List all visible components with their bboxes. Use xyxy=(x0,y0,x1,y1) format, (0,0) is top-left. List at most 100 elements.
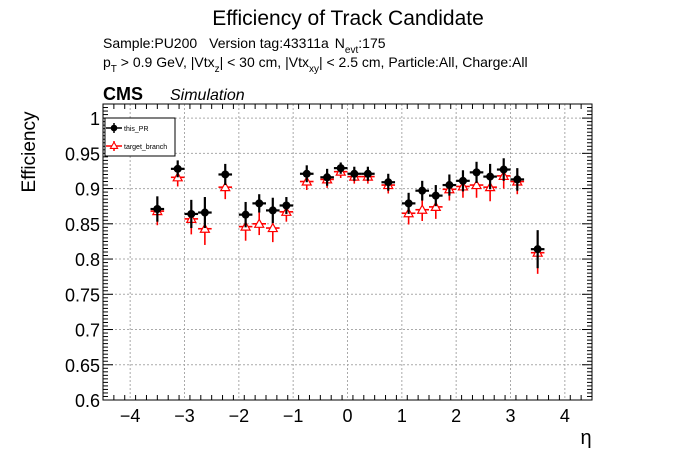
cms-label: CMS xyxy=(103,84,143,104)
point-marker xyxy=(199,223,211,233)
point-marker xyxy=(221,170,230,179)
data-point xyxy=(333,162,348,174)
point-marker xyxy=(153,205,162,214)
cuts-info-line: pT > 0.9 GeV, |Vtxz| < 30 cm, |Vtxxy| < … xyxy=(103,54,528,75)
pt-subscript: T xyxy=(111,64,117,75)
legend: this_PR target_branch xyxy=(104,117,176,157)
x-tick-label: 3 xyxy=(505,406,515,426)
data-point xyxy=(299,165,314,183)
point-marker xyxy=(253,218,265,228)
legend-label-target-branch: target_branch xyxy=(124,144,167,151)
data-point xyxy=(218,163,233,186)
point-marker xyxy=(471,179,483,190)
legend-marker-target-branch xyxy=(106,141,122,151)
data-point xyxy=(530,230,545,269)
point-marker xyxy=(219,181,231,192)
data-point xyxy=(429,185,443,207)
legend-label-this-pr: this_PR xyxy=(124,126,149,133)
data-point xyxy=(238,201,253,228)
cut-pt: > 0.9 GeV, |Vtx xyxy=(117,54,215,70)
y-tick-label: 0.75 xyxy=(65,285,100,305)
data-point xyxy=(184,199,199,229)
point-marker xyxy=(416,203,428,214)
point-marker xyxy=(486,172,495,181)
x-tick-label: −4 xyxy=(120,406,141,426)
y-tick-label: 0.8 xyxy=(75,250,100,270)
y-tick-label: 0.85 xyxy=(65,215,100,235)
data-point xyxy=(496,158,511,181)
cut-vtxxy: | < 2.5 cm, Particle:All, Charge:All xyxy=(319,54,528,70)
point-marker xyxy=(384,178,393,187)
data-marks xyxy=(150,158,545,274)
data-point xyxy=(279,197,294,214)
point-marker xyxy=(418,186,427,195)
point-marker xyxy=(513,175,522,184)
data-point xyxy=(401,192,416,214)
point-marker xyxy=(431,191,440,200)
y-axis-label: Efficiency xyxy=(19,111,40,192)
point-marker xyxy=(173,164,182,173)
data-point xyxy=(429,194,443,219)
data-point xyxy=(456,170,470,192)
legend-box xyxy=(104,117,176,157)
data-point xyxy=(266,197,280,224)
y-tick-label: 1 xyxy=(90,109,100,129)
point-marker xyxy=(302,169,311,178)
nevt-label: N xyxy=(335,35,345,51)
chart-title: Efficiency of Track Candidate xyxy=(212,7,484,30)
x-tick-label: 4 xyxy=(560,406,570,426)
cms-sublabel: Simulation xyxy=(170,87,245,104)
grid xyxy=(103,104,592,401)
vtxxy-subscript: xy xyxy=(309,64,319,75)
sample-label: Sample:PU200 xyxy=(103,35,197,51)
sample-info-line: Sample:PU200 Version tag:43311a Nevt:175 xyxy=(103,35,386,56)
point-marker xyxy=(255,199,264,208)
x-tick-label: −3 xyxy=(174,406,195,426)
vtxz-subscript: z xyxy=(215,64,220,75)
data-point xyxy=(320,168,334,186)
point-marker xyxy=(241,210,250,219)
point-marker xyxy=(404,199,413,208)
point-marker xyxy=(350,169,359,178)
point-marker xyxy=(533,245,542,254)
point-marker xyxy=(187,209,196,218)
data-point xyxy=(361,166,375,181)
data-point xyxy=(198,197,212,229)
data-point xyxy=(510,168,525,191)
y-tick-label: 0.6 xyxy=(75,391,100,411)
x-axis-label: η xyxy=(580,427,591,449)
data-point xyxy=(415,180,429,201)
version-tag: Version tag:43311a xyxy=(209,35,329,51)
x-tick-label: 0 xyxy=(342,406,352,426)
point-marker xyxy=(268,206,277,215)
nevt-value: :175 xyxy=(358,35,385,51)
series-this-pr xyxy=(150,158,545,269)
data-point xyxy=(381,173,396,191)
data-point xyxy=(469,161,484,183)
point-marker xyxy=(336,164,345,173)
point-marker xyxy=(499,165,508,174)
cut-vtxz: | < 30 cm, |Vtx xyxy=(220,54,309,70)
data-point xyxy=(415,198,429,221)
pt-label: p xyxy=(103,54,111,70)
y-tick-label: 0.95 xyxy=(65,144,100,164)
point-marker xyxy=(282,201,291,210)
point-marker xyxy=(363,169,372,178)
data-point xyxy=(170,160,185,178)
y-tick-label: 0.65 xyxy=(65,356,100,376)
legend-marker-this-pr xyxy=(106,123,122,133)
data-point xyxy=(442,174,457,196)
y-tick-label: 0.7 xyxy=(75,321,100,341)
x-tick-label: −1 xyxy=(283,406,304,426)
data-point xyxy=(252,194,266,213)
data-point xyxy=(347,166,362,181)
point-marker xyxy=(445,181,454,190)
data-point xyxy=(252,212,266,236)
x-tick-label: −2 xyxy=(229,406,250,426)
y-tick-label: 0.9 xyxy=(75,180,100,200)
point-marker xyxy=(200,208,209,217)
data-point xyxy=(150,196,165,222)
x-tick-label: 1 xyxy=(397,406,407,426)
point-marker xyxy=(458,176,467,185)
